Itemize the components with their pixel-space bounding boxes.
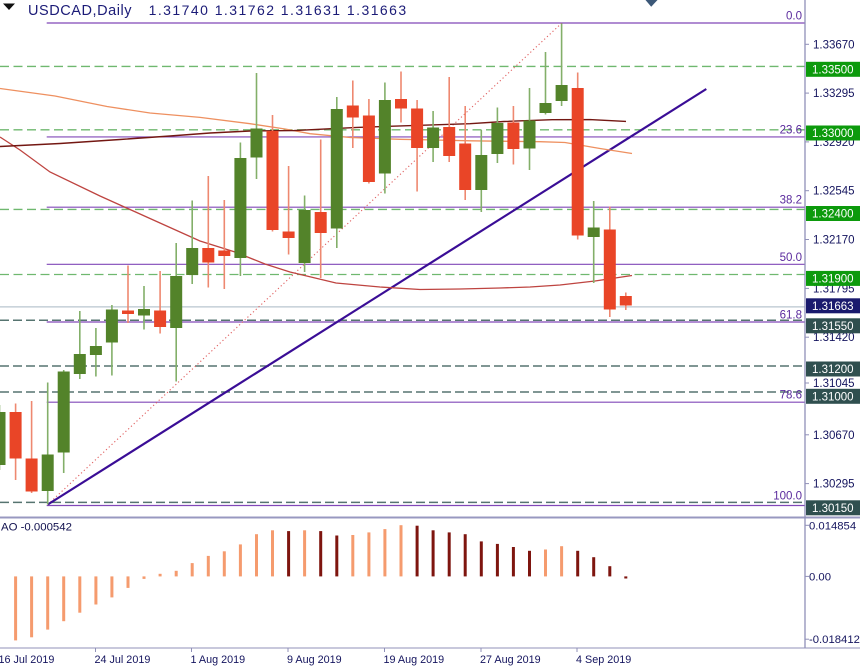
svg-text:78.6: 78.6 [780,390,802,402]
svg-text:1.30295: 1.30295 [813,479,855,491]
svg-text:1.32170: 1.32170 [813,235,855,247]
svg-text:19 Aug 2019: 19 Aug 2019 [384,654,445,666]
svg-text:1.31000: 1.31000 [812,391,854,403]
svg-text:4 Sep 2019: 4 Sep 2019 [576,654,631,666]
svg-text:1.31663: 1.31663 [812,301,854,313]
svg-text:1.32545: 1.32545 [813,186,855,198]
svg-text:1.33670: 1.33670 [813,39,855,51]
svg-text:1.31045: 1.31045 [813,378,855,390]
svg-text:1.32400: 1.32400 [812,209,854,221]
svg-text:27 Aug 2019: 27 Aug 2019 [480,654,541,666]
svg-text:1 Aug 2019: 1 Aug 2019 [191,654,246,666]
svg-text:1.30670: 1.30670 [813,430,855,442]
svg-text:24 Jul 2019: 24 Jul 2019 [95,654,151,666]
svg-text:1.31740 1.31762 1.31631 1.3166: 1.31740 1.31762 1.31631 1.31663 [149,2,408,18]
svg-text:AO -0.000542: AO -0.000542 [1,522,72,534]
svg-text:1.31795: 1.31795 [813,283,855,295]
svg-text:-0.018412: -0.018412 [809,634,860,646]
svg-text:0.014854: 0.014854 [809,520,856,532]
svg-text:0.0: 0.0 [786,11,802,23]
svg-text:USDCAD,Daily: USDCAD,Daily [28,3,132,19]
svg-text:100.0: 100.0 [773,491,802,503]
svg-text:1.31900: 1.31900 [812,273,854,285]
svg-text:38.2: 38.2 [780,195,802,207]
svg-text:0.00: 0.00 [809,571,831,583]
svg-text:1.31550: 1.31550 [812,321,854,333]
svg-text:9 Aug 2019: 9 Aug 2019 [287,654,342,666]
svg-text:1.30150: 1.30150 [812,503,854,515]
svg-text:1.31420: 1.31420 [813,332,855,344]
svg-text:1.31200: 1.31200 [812,364,854,376]
svg-text:50.0: 50.0 [780,252,802,264]
svg-text:1.33500: 1.33500 [812,64,854,76]
svg-text:1.33000: 1.33000 [812,128,854,140]
svg-text:1.33295: 1.33295 [813,88,855,100]
svg-text:23.6: 23.6 [780,124,802,136]
svg-text:61.8: 61.8 [780,310,802,322]
svg-text:16 Jul 2019: 16 Jul 2019 [0,654,54,666]
